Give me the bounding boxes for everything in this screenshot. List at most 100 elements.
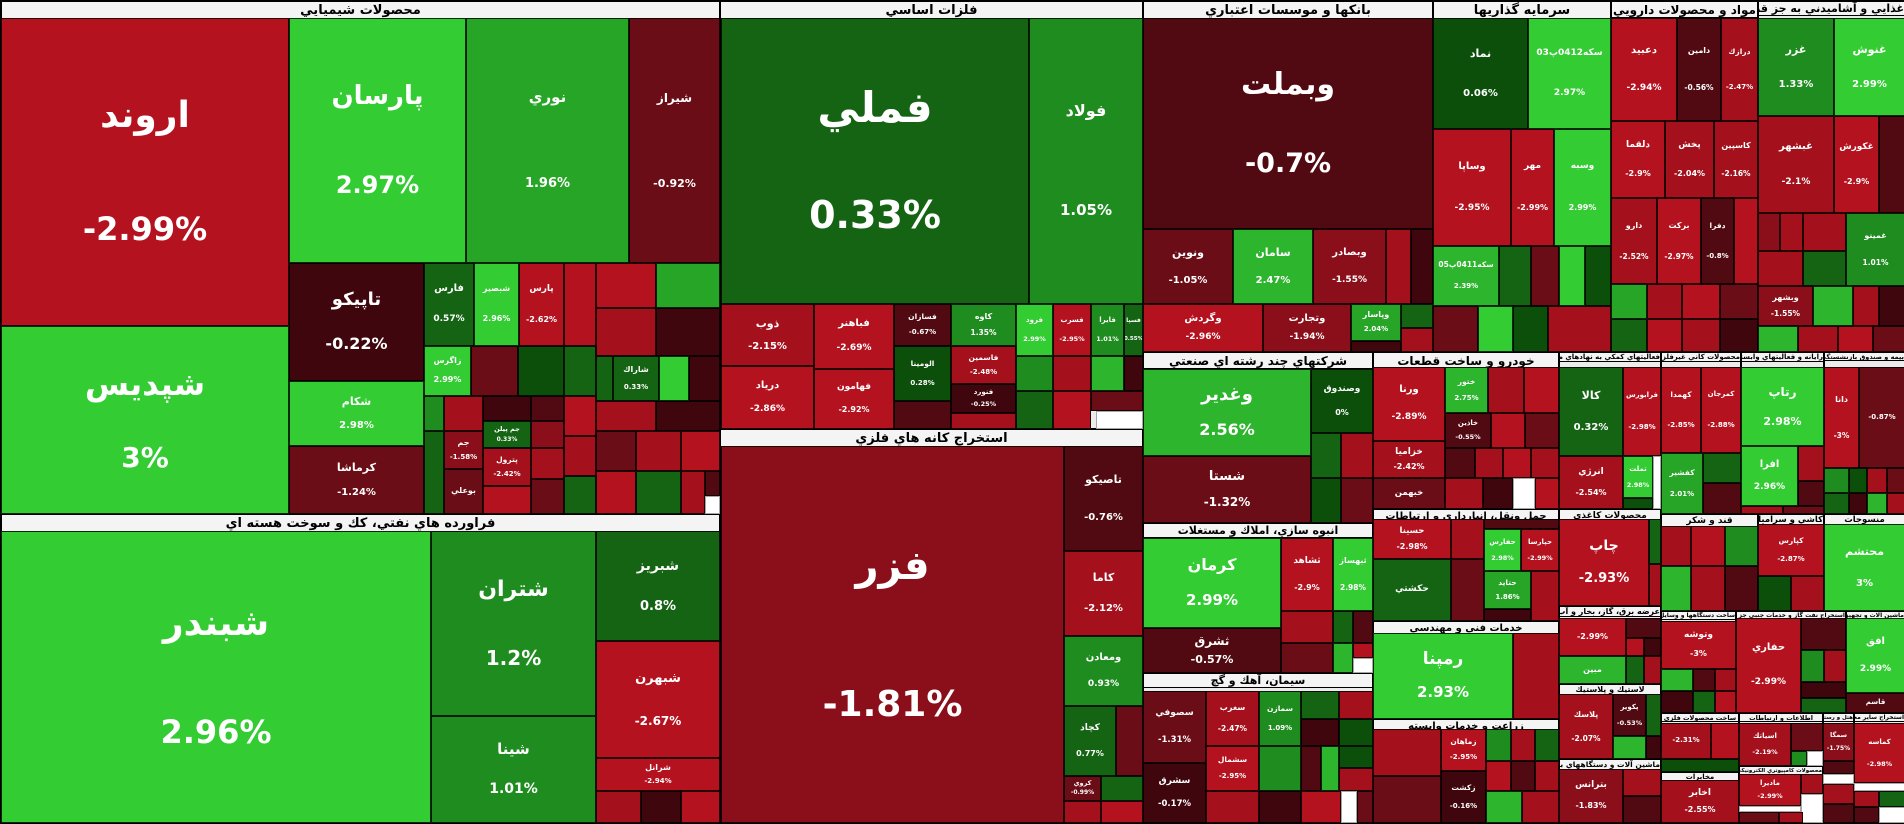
stock-tile[interactable]: تاپيكو -0.22% — [289, 263, 424, 381]
small-stock-tile[interactable] — [1484, 609, 1531, 621]
stock-tile[interactable]: نماد 0.06% — [1433, 18, 1528, 129]
small-stock-tile[interactable] — [1823, 784, 1854, 804]
small-stock-tile[interactable] — [1488, 367, 1524, 413]
small-stock-tile[interactable] — [1484, 519, 1559, 529]
small-stock-tile[interactable] — [951, 413, 1016, 429]
stock-tile[interactable]: وساپا -2.95% — [1433, 129, 1511, 246]
small-stock-tile[interactable] — [1091, 356, 1124, 391]
stock-tile[interactable]: كاما -2.12% — [1064, 551, 1143, 636]
small-stock-tile[interactable] — [596, 791, 641, 823]
stock-tile[interactable]: فارس 0.57% — [424, 263, 474, 346]
small-stock-tile[interactable] — [659, 356, 689, 401]
small-stock-tile[interactable] — [1873, 326, 1904, 352]
stock-tile[interactable]: بوعلي — [444, 469, 483, 514]
stock-tile[interactable]: زماهان -2.95% — [1441, 729, 1486, 771]
stock-tile[interactable]: پارسان 2.97% — [289, 18, 466, 263]
small-stock-tile[interactable] — [1339, 746, 1373, 768]
stock-tile[interactable]: وغدير 2.56% — [1143, 369, 1311, 456]
stock-tile[interactable]: جم پيلن 0.33% — [483, 421, 531, 448]
stock-tile[interactable]: اخابر -2.55% — [1661, 780, 1739, 823]
stock-tile[interactable]: دفرا -0.8% — [1701, 198, 1734, 284]
stock-tile[interactable]: درازك -2.47% — [1721, 18, 1758, 121]
stock-tile[interactable]: وتجارت -1.94% — [1263, 304, 1351, 352]
small-stock-tile[interactable] — [1016, 356, 1053, 391]
small-stock-tile[interactable] — [1867, 468, 1887, 493]
stock-tile[interactable]: كهمدا -2.85% — [1661, 367, 1701, 453]
small-stock-tile[interactable] — [483, 486, 531, 514]
small-stock-tile[interactable] — [596, 308, 656, 356]
small-stock-tile[interactable] — [1803, 213, 1846, 251]
small-stock-tile[interactable] — [1064, 801, 1101, 823]
small-stock-tile[interactable] — [1301, 719, 1339, 746]
stock-tile[interactable]: مهر -2.99% — [1511, 129, 1554, 246]
stock-tile[interactable]: درياد -2.86% — [721, 366, 814, 429]
stock-tile[interactable]: كمرجان -2.88% — [1701, 367, 1741, 453]
small-stock-tile[interactable] — [689, 356, 720, 401]
stock-tile[interactable]: محتشم 3% — [1824, 524, 1904, 611]
stock-tile[interactable]: غكورش -2.9% — [1834, 116, 1879, 213]
stock-tile[interactable]: فايرا 1.01% — [1091, 304, 1124, 356]
stock-tile[interactable]: حسينا -2.98% — [1373, 519, 1451, 559]
small-stock-tile[interactable] — [1101, 776, 1143, 801]
small-stock-tile[interactable] — [1548, 306, 1611, 352]
small-stock-tile[interactable] — [1661, 526, 1691, 566]
small-stock-tile[interactable] — [1813, 286, 1853, 326]
small-stock-tile[interactable] — [471, 346, 518, 396]
small-stock-tile[interactable] — [1116, 706, 1143, 776]
stock-tile[interactable]: كپارس -2.87% — [1758, 524, 1824, 576]
stock-tile[interactable]: خاذين -0.55% — [1445, 413, 1491, 448]
small-stock-tile[interactable] — [1091, 391, 1143, 411]
small-stock-tile[interactable] — [1644, 656, 1661, 684]
small-stock-tile[interactable] — [1626, 618, 1661, 638]
stock-tile[interactable]: ومعادن 0.93% — [1064, 636, 1143, 706]
small-stock-tile[interactable] — [1373, 776, 1441, 823]
small-stock-tile[interactable] — [596, 356, 613, 401]
stock-tile[interactable]: دعبيد -2.94% — [1611, 18, 1677, 121]
small-stock-tile[interactable] — [1491, 413, 1525, 448]
small-stock-tile[interactable] — [1333, 643, 1353, 673]
stock-tile[interactable]: وصندوق 0% — [1311, 369, 1373, 433]
small-stock-tile[interactable] — [564, 263, 596, 346]
small-stock-tile[interactable] — [1339, 719, 1373, 746]
small-stock-tile[interactable] — [1711, 723, 1739, 759]
small-stock-tile[interactable] — [1524, 367, 1559, 413]
small-stock-tile[interactable] — [1401, 328, 1433, 352]
stock-tile[interactable]: مبين — [1559, 656, 1626, 684]
stock-tile[interactable]: فباهنر -2.69% — [814, 304, 894, 369]
small-stock-tile[interactable] — [1451, 559, 1484, 621]
stock-tile[interactable]: وبملت -0.7% — [1143, 18, 1433, 229]
small-stock-tile[interactable] — [1854, 791, 1879, 807]
small-stock-tile[interactable] — [531, 396, 564, 421]
stock-tile[interactable]: وتوشه -3% — [1661, 621, 1736, 669]
small-stock-tile[interactable] — [1525, 413, 1559, 448]
small-stock-tile[interactable] — [1281, 611, 1333, 643]
stock-tile[interactable]: سشرق -0.17% — [1143, 763, 1206, 823]
stock-tile[interactable]: شپديس 3% — [1, 326, 289, 514]
small-stock-tile[interactable] — [705, 471, 720, 496]
stock-tile[interactable]: حتايد 1.86% — [1484, 571, 1531, 609]
small-stock-tile[interactable] — [596, 401, 656, 431]
small-stock-tile[interactable] — [1661, 691, 1693, 713]
small-stock-tile[interactable] — [531, 479, 564, 514]
stock-tile[interactable]: دلقما -2.9% — [1611, 121, 1665, 198]
stock-tile[interactable]: ثبهساز 2.98% — [1333, 538, 1373, 611]
stock-tile[interactable]: شبندر 2.96% — [1, 531, 431, 823]
small-stock-tile[interactable] — [1798, 481, 1824, 506]
small-stock-tile[interactable] — [1475, 448, 1503, 478]
stock-tile[interactable]: حپارسا -2.99% — [1521, 529, 1559, 571]
small-stock-tile[interactable] — [1693, 669, 1715, 691]
small-stock-tile[interactable] — [1101, 801, 1143, 823]
small-stock-tile[interactable] — [1791, 751, 1807, 766]
stock-tile[interactable]: -2.99% — [1559, 618, 1626, 656]
small-stock-tile[interactable] — [518, 346, 564, 396]
stock-tile[interactable]: رمپنا 2.93% — [1373, 633, 1513, 719]
stock-tile[interactable]: چاپ -2.93% — [1559, 519, 1649, 606]
small-stock-tile[interactable] — [1433, 306, 1478, 352]
stock-tile[interactable]: -2.31% — [1661, 723, 1711, 759]
small-stock-tile[interactable] — [1311, 478, 1341, 523]
small-stock-tile[interactable] — [656, 263, 720, 308]
small-stock-tile[interactable] — [1321, 746, 1339, 791]
small-stock-tile[interactable] — [1259, 746, 1301, 791]
stock-tile[interactable]: فسازان -0.67% — [894, 304, 951, 346]
small-stock-tile[interactable] — [1649, 519, 1661, 564]
